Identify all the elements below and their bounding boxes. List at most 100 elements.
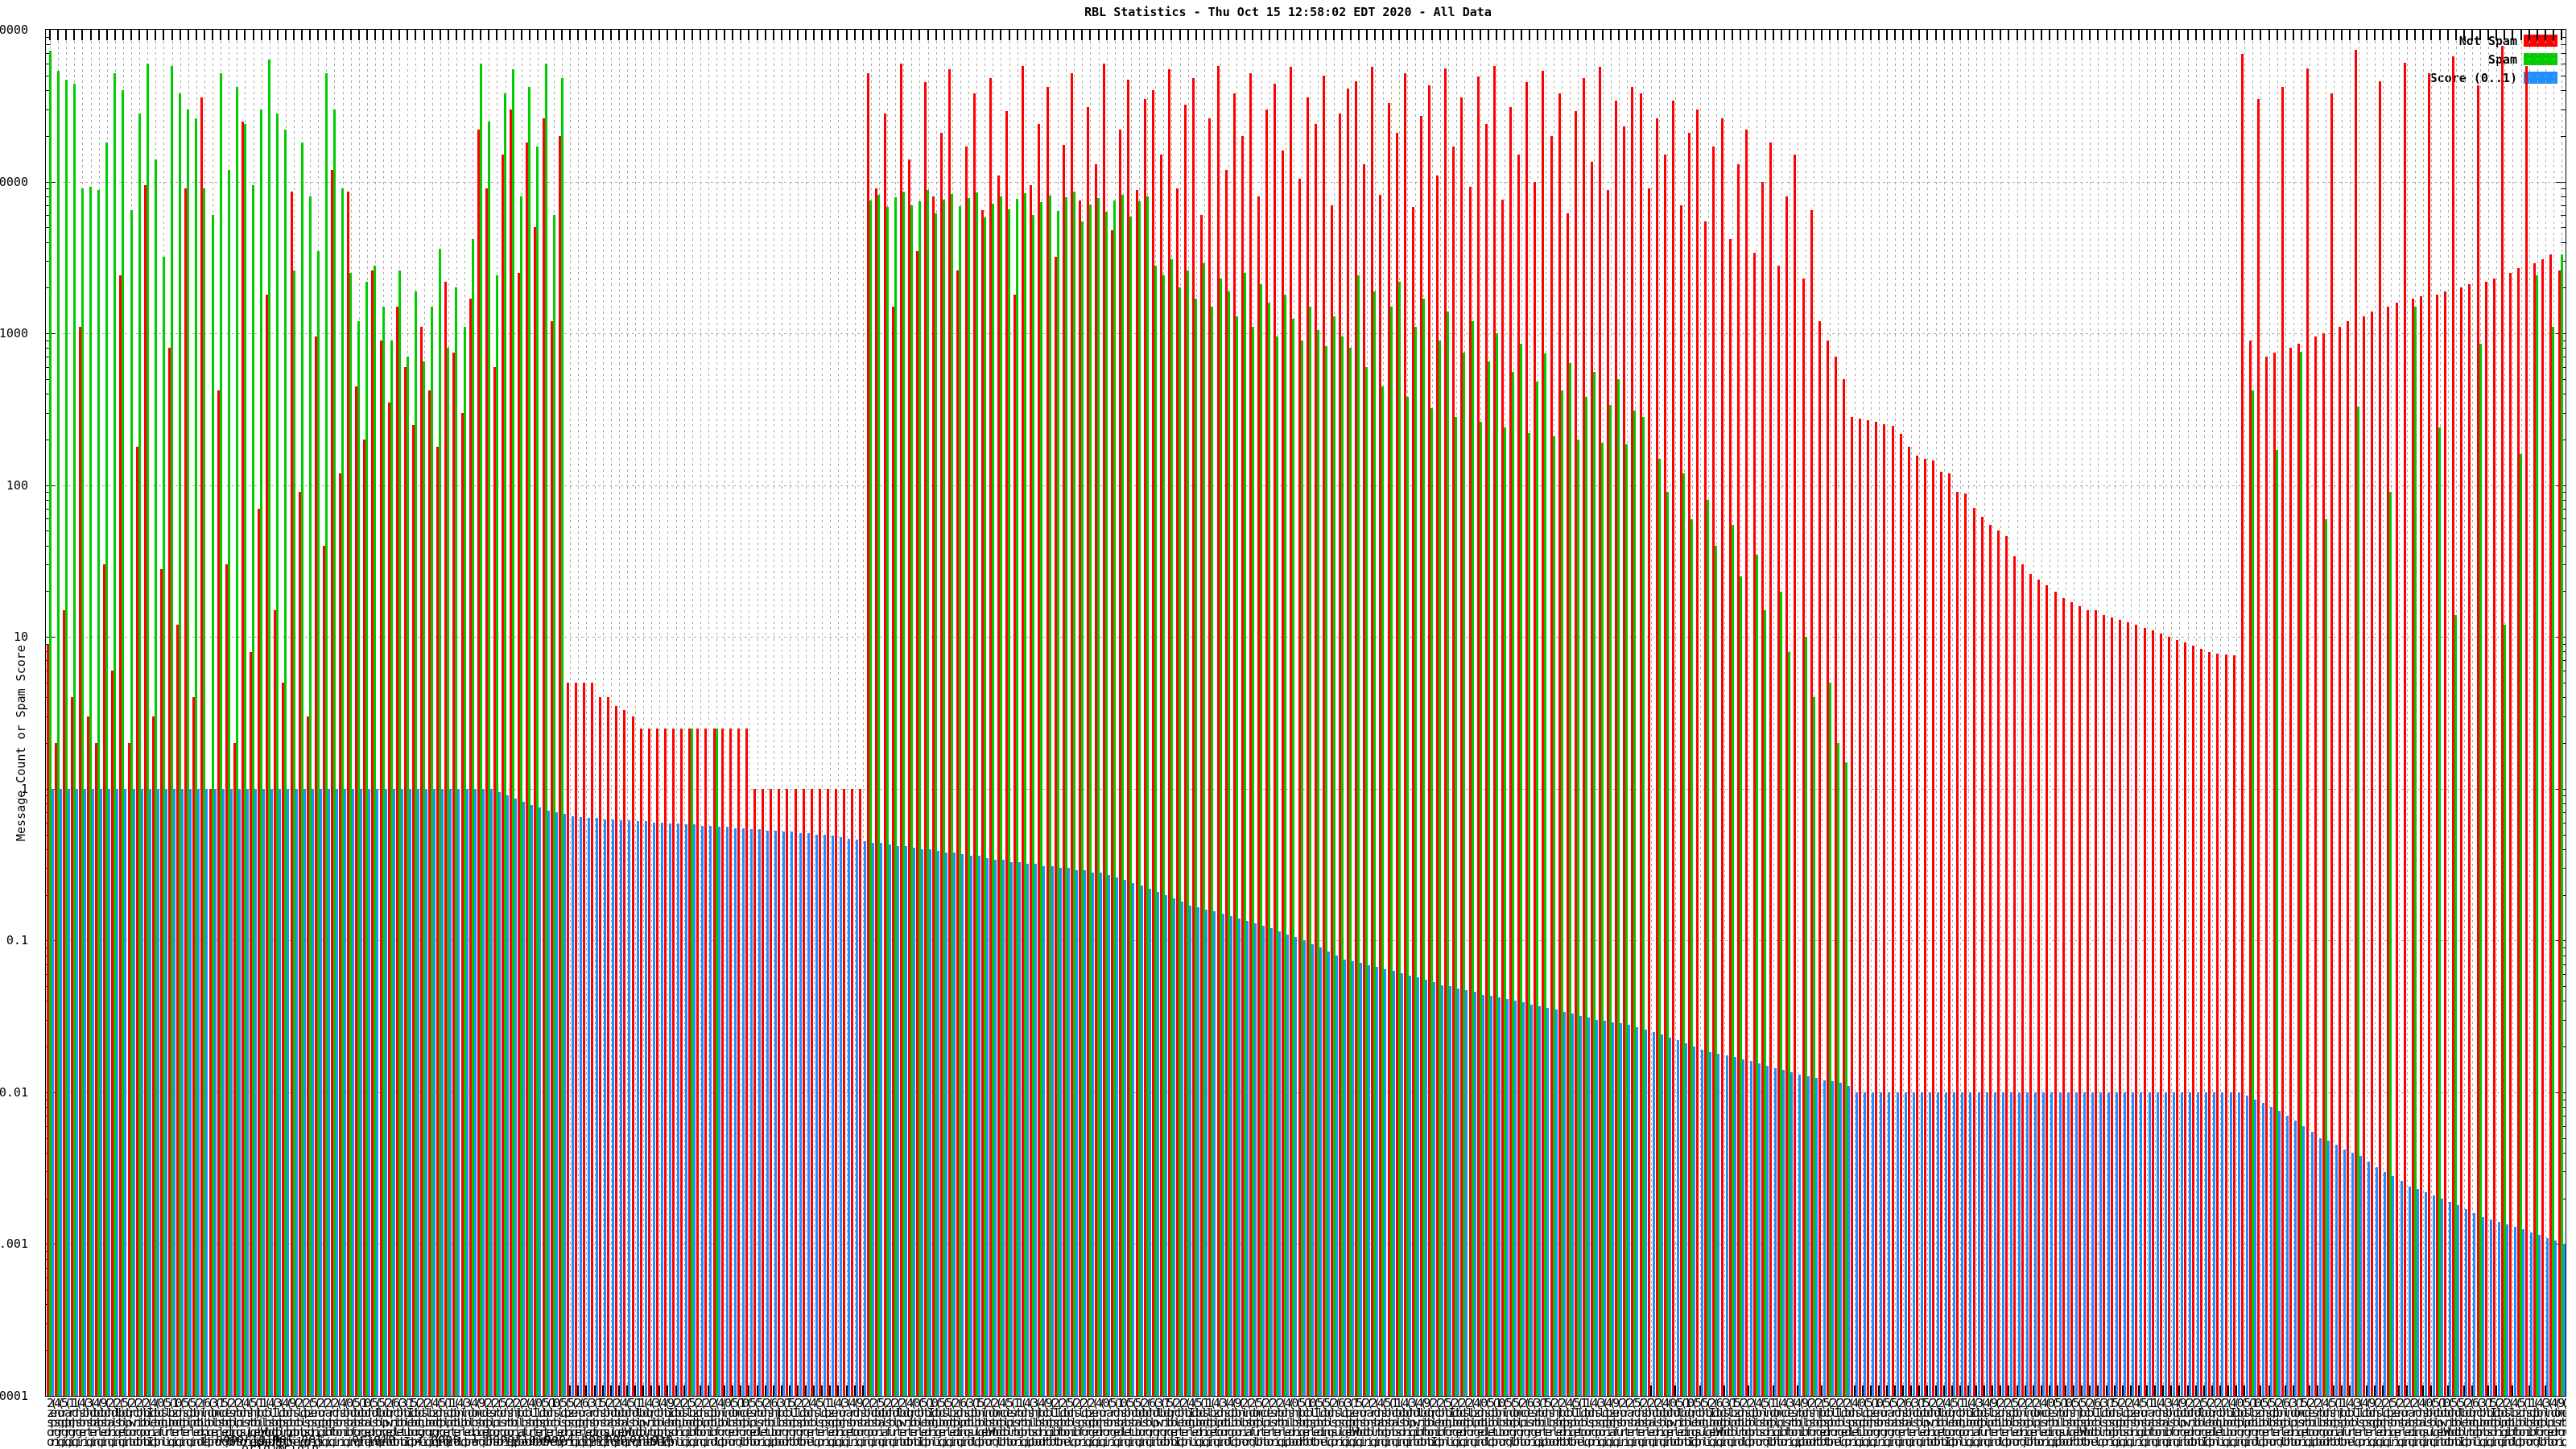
x-tick-top [797, 30, 799, 40]
x-tick-top [1129, 30, 1132, 40]
bar-green [1219, 278, 1222, 1396]
x-tick-top [1845, 30, 1847, 40]
bar-red [1452, 147, 1455, 1396]
x-tick-bottom [1934, 1385, 1937, 1396]
x-tick-top [2146, 30, 2148, 40]
x-gridline [1886, 30, 1888, 1396]
bar-score [1489, 996, 1492, 1396]
bar-red [460, 412, 464, 1396]
x-tick-top [2268, 30, 2270, 40]
bar-green [1195, 298, 1198, 1396]
bar-red [1176, 188, 1179, 1396]
bar-green [1666, 492, 1669, 1396]
x-gridline [2342, 30, 2343, 1396]
x-tick-top [1821, 30, 1823, 40]
x-tick-top [1333, 30, 1335, 40]
bar-score [1156, 891, 1159, 1396]
x-gridline [667, 30, 669, 1396]
x-gridline [602, 30, 604, 1396]
x-tick-top [658, 30, 661, 40]
x-tick-bottom [2129, 1385, 2132, 1396]
bar-red [1712, 147, 1715, 1396]
x-tick-bottom [1894, 1385, 1896, 1396]
bar-score [555, 812, 558, 1396]
bar-green [1439, 340, 1442, 1396]
bar-red [1923, 458, 1926, 1396]
bar-score [1327, 951, 1330, 1396]
x-tick-top [1942, 30, 1945, 40]
bar-score [173, 788, 175, 1396]
bar-red [1964, 493, 1967, 1396]
bar-score [311, 788, 314, 1396]
y-tick-label: 1000 [0, 326, 28, 341]
x-tick-top [203, 30, 205, 40]
x-tick-top [2496, 30, 2498, 40]
bar-score [2392, 1176, 2395, 1396]
x-axis-label-smear: spsgdpghsbnsbabsbalsblpwribblebdgubodgbl… [47, 1418, 2566, 1428]
x-tick-top [1422, 30, 1425, 40]
bar-red [444, 281, 448, 1396]
bar-green [560, 78, 564, 1396]
bar-score [457, 788, 460, 1396]
x-tick-bottom [1967, 1385, 1969, 1396]
bar-green [179, 93, 182, 1396]
bar-red [2541, 258, 2545, 1396]
x-tick-top [1577, 30, 1579, 40]
x-tick-top [2430, 30, 2433, 40]
x-tick-top [528, 30, 530, 40]
bar-red [778, 788, 781, 1396]
bar-green [1487, 361, 1490, 1396]
bar-red [1671, 101, 1674, 1396]
x-gridline [675, 30, 677, 1396]
y-minor-tick [46, 287, 51, 289]
y-minor-tick [46, 196, 51, 197]
y-minor-tick [2561, 492, 2566, 493]
x-tick-top [853, 30, 856, 40]
bar-score [807, 832, 810, 1396]
x-gridline [1976, 30, 1977, 1396]
bar-score [1352, 961, 1354, 1396]
bar-score [1075, 870, 1078, 1396]
bar-red [639, 728, 642, 1396]
bar-score [2245, 1096, 2248, 1396]
x-tick-bottom [2398, 1385, 2400, 1396]
x-gridline [610, 30, 612, 1396]
bar-red [2273, 352, 2277, 1396]
x-tick-bottom [625, 1385, 628, 1396]
bar-score [465, 788, 469, 1396]
x-tick-top [2389, 30, 2392, 40]
bar-score [831, 836, 834, 1396]
bar-score [839, 836, 842, 1396]
bar-red [591, 683, 593, 1396]
x-tick-top [1430, 30, 1433, 40]
bar-green [1227, 291, 1230, 1396]
y-minor-tick [2561, 196, 2566, 197]
x-gridline [2285, 30, 2286, 1396]
bar-red [1744, 130, 1748, 1396]
x-gridline [594, 30, 596, 1396]
x-tick-bottom [642, 1385, 645, 1396]
y-tick-label: 100 [6, 477, 28, 493]
bar-score [977, 856, 980, 1396]
bar-red [989, 78, 992, 1396]
x-tick-top [2317, 30, 2318, 40]
bar-score [1433, 982, 1435, 1396]
x-tick-top [976, 30, 978, 40]
x-tick-top [496, 30, 498, 40]
y-minor-tick [46, 591, 51, 592]
bar-red [924, 82, 927, 1396]
x-tick-top [1715, 30, 1717, 40]
bar-score [376, 788, 379, 1396]
x-tick-bottom [1902, 1385, 1905, 1396]
x-tick-top [561, 30, 564, 40]
x-gridline [708, 30, 709, 1396]
bar-green [894, 196, 897, 1396]
x-tick-bottom [2528, 1385, 2530, 1396]
bar-green [536, 147, 539, 1396]
bar-score [815, 834, 818, 1396]
bar-red [2248, 340, 2252, 1396]
y-minor-tick [2561, 1107, 2566, 1108]
bar-score [1604, 1021, 1606, 1396]
x-tick-top [1065, 30, 1067, 40]
x-tick-top [2113, 30, 2116, 40]
